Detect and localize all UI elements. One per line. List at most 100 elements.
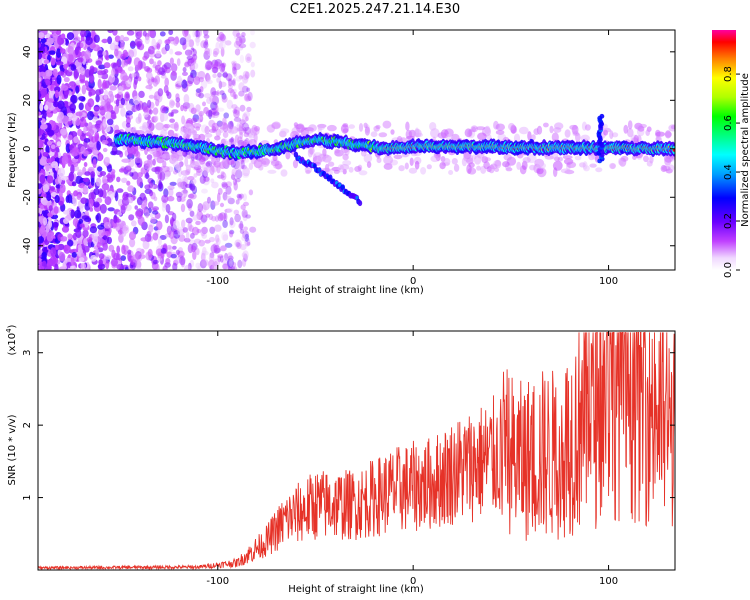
spectrogram-cell bbox=[148, 94, 155, 99]
spectrogram-cell bbox=[280, 169, 288, 177]
spectrogram-cell bbox=[45, 79, 51, 86]
spectrogram-cell bbox=[58, 111, 64, 120]
spectrogram-cell bbox=[116, 176, 121, 183]
spectrogram-cell bbox=[470, 125, 478, 133]
spectrogram-cell bbox=[221, 62, 227, 68]
spectrogram-cell bbox=[198, 92, 205, 99]
spectrogram-cell bbox=[176, 58, 181, 67]
spectrogram-cell bbox=[437, 132, 447, 139]
spectrogram-cell bbox=[161, 194, 169, 203]
spectrogram-cell bbox=[125, 116, 131, 125]
spectrogram-cell bbox=[175, 249, 180, 255]
spectrogram-cell bbox=[70, 64, 77, 71]
spectrogram-cell bbox=[165, 258, 171, 265]
spectrogram-cell bbox=[187, 221, 192, 232]
spectrogram-cell bbox=[72, 218, 79, 227]
spectrogram-cell bbox=[83, 150, 89, 157]
spectrogram-cell bbox=[211, 122, 219, 132]
spectrogram-cell bbox=[212, 63, 218, 74]
spectrogram-cell bbox=[78, 183, 86, 189]
spectrogram-cell bbox=[181, 219, 186, 229]
colorbar-gradient bbox=[712, 30, 736, 270]
spectrogram-cell bbox=[101, 139, 109, 145]
spectrogram-cell bbox=[95, 177, 102, 187]
spectrogram-cell bbox=[229, 129, 234, 135]
spectrogram-cell bbox=[152, 206, 159, 212]
spectrogram-cell bbox=[250, 30, 255, 36]
spectrogram-cell bbox=[57, 91, 63, 96]
spectrogram-cell bbox=[134, 156, 143, 164]
spectrogram-cell bbox=[125, 193, 133, 198]
spectrogram-cell bbox=[139, 125, 148, 130]
spectrogram-cell bbox=[177, 181, 184, 189]
spectrogram-cell bbox=[73, 190, 79, 197]
spectrogram-cell bbox=[222, 263, 228, 270]
spectrogram-cell bbox=[119, 151, 124, 158]
spectrogram-cell bbox=[254, 126, 260, 132]
spectrogram-cell bbox=[58, 200, 64, 206]
snr-ytick-label: 1 bbox=[22, 494, 33, 500]
spectrogram-cell bbox=[516, 161, 522, 170]
colorbar-tick-label: 0.8 bbox=[723, 66, 734, 82]
spectrogram-cell bbox=[233, 109, 240, 119]
spectrogram-cell bbox=[82, 229, 89, 238]
spectrogram-cell bbox=[84, 80, 89, 87]
spectrogram-cell bbox=[242, 167, 250, 177]
spectrogram-cell bbox=[56, 74, 62, 85]
spectrogram-cell bbox=[102, 79, 107, 89]
spectrogram-cell bbox=[62, 260, 68, 270]
spectrogram-cell bbox=[208, 236, 216, 243]
spectrogram-cell bbox=[153, 115, 159, 122]
spectrogram-cell bbox=[503, 154, 512, 161]
spectrogram-cell bbox=[232, 30, 240, 37]
spectrogram-cell bbox=[62, 210, 71, 215]
spectrogram-cell bbox=[227, 197, 235, 205]
spectrogram-cell bbox=[208, 109, 213, 120]
spectrogram-cell bbox=[222, 220, 228, 228]
spectrogram-cell bbox=[215, 234, 220, 243]
spectrogram-cell bbox=[78, 257, 85, 262]
spectrogram-cell bbox=[107, 30, 114, 34]
spectrogram-cell bbox=[90, 254, 97, 262]
spectrogram-cell bbox=[227, 266, 236, 270]
spectrogram-cell bbox=[153, 153, 160, 160]
spectrogram-cell bbox=[76, 194, 82, 200]
spectrogram-cell bbox=[213, 48, 220, 55]
spectrogram-cell bbox=[89, 207, 94, 212]
spectrogram-cell bbox=[219, 40, 223, 50]
spectrogram-cell bbox=[167, 196, 175, 202]
spectrogram-cell bbox=[94, 106, 100, 111]
spectrogram-cell bbox=[327, 161, 335, 167]
spectrogram-cell bbox=[184, 123, 193, 129]
spectrogram-cell bbox=[118, 168, 126, 173]
spectrogram-cell bbox=[136, 40, 142, 48]
spectrogram-cell bbox=[94, 112, 99, 118]
spectrogram-cell bbox=[147, 201, 154, 209]
spectrogram-cell bbox=[193, 76, 201, 86]
spectrogram-cell bbox=[183, 105, 188, 112]
spectrogram-cell bbox=[233, 40, 241, 49]
spectrogram-cell bbox=[378, 132, 388, 138]
spectrogram-cell bbox=[429, 122, 437, 131]
spectrogram-cell bbox=[208, 259, 215, 270]
spectrogram-cell bbox=[132, 95, 141, 105]
spectrogram-cell bbox=[111, 257, 118, 267]
spectrogram-cell bbox=[45, 145, 50, 154]
spectrogram-cell bbox=[145, 172, 150, 180]
spectrogram-cell bbox=[78, 218, 84, 225]
spectrogram-cell bbox=[243, 132, 250, 138]
spectrogram-cell bbox=[117, 85, 124, 95]
spectrogram-cell bbox=[194, 36, 201, 43]
spectrogram-cell bbox=[48, 205, 53, 212]
spectrogram-cell bbox=[241, 85, 249, 93]
spectrogram-cell bbox=[133, 80, 137, 90]
spectrogram-cell bbox=[217, 107, 225, 112]
spectrogram-cell bbox=[209, 165, 215, 176]
spectrogram-cell bbox=[94, 131, 100, 140]
spectrogram-cell bbox=[147, 78, 153, 86]
spectrogram-cell bbox=[227, 255, 234, 261]
spectrogram-cell bbox=[71, 252, 78, 258]
spectrogram-cell bbox=[272, 154, 278, 162]
spectrogram-cell bbox=[49, 186, 55, 191]
spectrogram-cell bbox=[232, 91, 237, 100]
